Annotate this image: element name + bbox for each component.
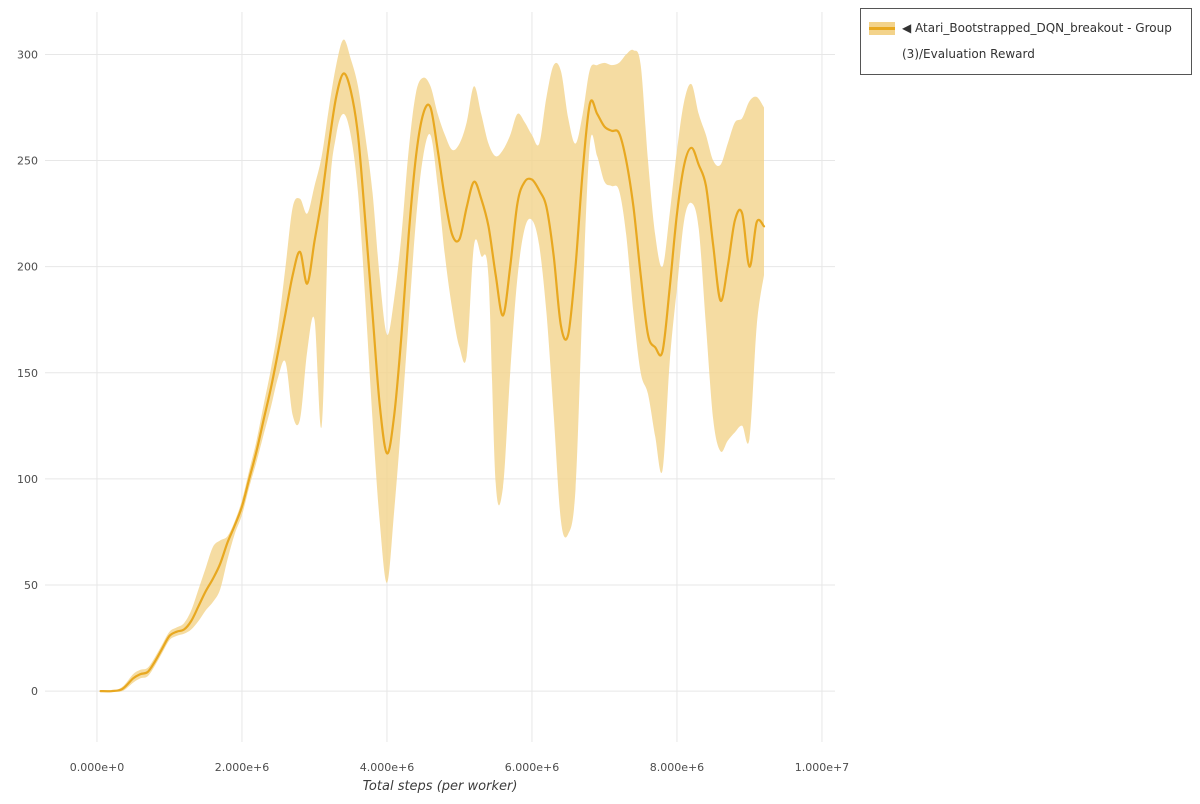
- y-tick-label: 200: [17, 261, 38, 274]
- x-axis-label: Total steps (per worker): [363, 779, 518, 794]
- legend[interactable]: ◀ Atari_Bootstrapped_DQN_breakout - Grou…: [860, 8, 1192, 75]
- y-tick-label: 100: [17, 473, 38, 486]
- legend-swatch-icon: [869, 22, 895, 35]
- x-tick-label: 0.000e+0: [70, 761, 124, 774]
- x-tick-label: 6.000e+6: [505, 761, 559, 774]
- y-tick-label: 50: [24, 579, 38, 592]
- y-tick-label: 0: [31, 685, 38, 698]
- x-tick-label: 1.000e+7: [795, 761, 849, 774]
- legend-label: ◀ Atari_Bootstrapped_DQN_breakout - Grou…: [902, 21, 1172, 62]
- legend-entry[interactable]: ◀ Atari_Bootstrapped_DQN_breakout - Grou…: [869, 15, 1183, 68]
- y-tick-label: 150: [17, 367, 38, 380]
- y-tick-label: 250: [17, 155, 38, 168]
- x-tick-label: 8.000e+6: [650, 761, 704, 774]
- y-tick-label: 300: [17, 48, 38, 61]
- x-tick-label: 2.000e+6: [215, 761, 269, 774]
- x-tick-label: 4.000e+6: [360, 761, 414, 774]
